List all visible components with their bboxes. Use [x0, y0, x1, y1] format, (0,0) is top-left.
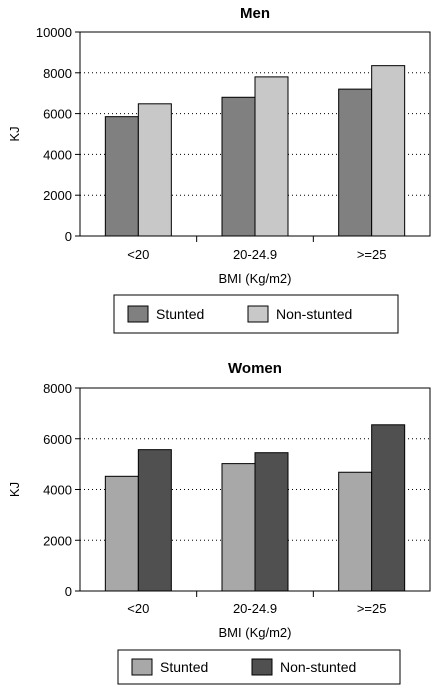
x-tick-label: >=25: [357, 601, 387, 616]
legend-swatch: [251, 658, 273, 676]
bar-stunted: [338, 471, 373, 592]
legend-label: Stunted: [156, 306, 204, 322]
legend-label: Non-stunted: [276, 306, 352, 322]
chart-women: Women 0 2000 4000 6000 8000 KJ <20 20-24.9 >=25 BM…: [7, 360, 431, 685]
legend-label: Non-stunted: [280, 659, 356, 675]
chart-title: Women: [228, 360, 282, 377]
legend-swatch: [247, 305, 269, 323]
bar-non-stunted: [371, 65, 406, 237]
bar-non-stunted: [371, 424, 406, 592]
y-tick-label: 8000: [43, 66, 72, 81]
bar-non-stunted: [254, 452, 289, 592]
x-axis-label: BMI (Kg/m2): [219, 625, 292, 640]
y-axis-label: KJ: [7, 482, 22, 497]
chart-title: Men: [240, 5, 270, 22]
bar-stunted: [221, 463, 256, 592]
x-tick-label: <20: [127, 601, 149, 616]
y-tick-label: 4000: [43, 147, 72, 162]
bar-non-stunted: [254, 76, 289, 237]
y-tick-label: 10000: [36, 25, 72, 40]
x-tick-label: 20-24.9: [233, 247, 277, 262]
bar-non-stunted: [137, 103, 172, 237]
x-tick-label: <20: [127, 247, 149, 262]
y-tick-label: 6000: [43, 107, 72, 122]
bar-stunted: [221, 96, 256, 237]
y-tick-label: 8000: [43, 381, 72, 396]
x-tick-label: 20-24.9: [233, 601, 277, 616]
legend-swatch: [131, 658, 153, 676]
x-tick-label: >=25: [357, 247, 387, 262]
bar-non-stunted: [137, 449, 172, 592]
y-tick-label: 6000: [43, 432, 72, 447]
x-axis-label: BMI (Kg/m2): [219, 271, 292, 286]
bar-stunted: [104, 116, 139, 237]
bar-stunted: [338, 88, 373, 237]
legend-label: Stunted: [160, 659, 208, 675]
chart-men: Men 0 2000 4000 6000 8000 10000 KJ <20 20-24.9 >=2…: [7, 5, 431, 334]
y-tick-label: 2000: [43, 533, 72, 548]
bar-stunted: [104, 475, 139, 592]
legend-swatch: [127, 305, 149, 323]
y-axis-label: KJ: [7, 126, 22, 141]
y-tick-label: 4000: [43, 483, 72, 498]
y-tick-label: 2000: [43, 188, 72, 203]
y-tick-label: 0: [65, 584, 72, 599]
y-tick-label: 0: [65, 229, 72, 244]
